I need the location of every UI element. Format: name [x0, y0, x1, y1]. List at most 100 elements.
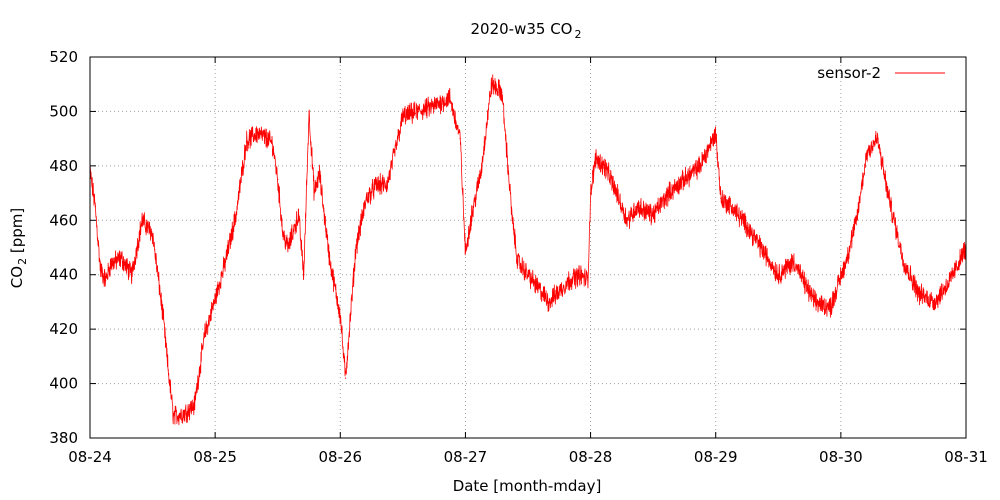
data-point	[277, 178, 279, 181]
data-point	[449, 97, 451, 99]
data-point	[876, 138, 878, 140]
data-point	[699, 165, 701, 167]
data-point	[511, 219, 513, 221]
data-point	[266, 138, 268, 140]
data-point	[303, 274, 305, 276]
data-point	[386, 184, 388, 186]
x-tick-label: 08-29	[694, 448, 738, 466]
data-point	[605, 167, 607, 170]
grid-lines	[90, 57, 966, 438]
y-axis-label: CO2 [ppm]	[8, 208, 29, 288]
data-point	[490, 83, 493, 85]
data-point	[141, 219, 143, 221]
data-point	[668, 192, 670, 194]
data-point	[720, 197, 722, 200]
x-tick-label: 08-28	[569, 448, 613, 466]
data-point	[120, 257, 122, 259]
series-layer	[89, 74, 967, 426]
data-point	[297, 214, 300, 216]
data-point	[527, 274, 529, 276]
data-point	[829, 306, 832, 308]
data-point	[339, 314, 341, 317]
data-point	[94, 206, 96, 208]
data-point	[548, 301, 550, 303]
data-point	[105, 279, 107, 281]
data-point	[887, 192, 889, 194]
data-point	[318, 173, 321, 175]
data-point	[501, 91, 503, 93]
data-point	[762, 249, 764, 251]
data-point	[516, 260, 519, 262]
y-axis-label-subscript: 2	[16, 258, 29, 265]
y-tick-label: 500	[49, 102, 78, 120]
data-point	[167, 369, 169, 371]
data-point	[313, 192, 315, 194]
data-point	[256, 132, 258, 134]
data-point	[803, 282, 805, 284]
data-point	[626, 219, 628, 221]
data-point	[355, 246, 357, 249]
data-point	[282, 233, 284, 235]
data-point	[918, 293, 920, 295]
data-point	[365, 197, 367, 200]
data-point	[715, 132, 717, 134]
data-point	[417, 110, 420, 113]
data-point	[777, 274, 779, 276]
y-tick-label: 460	[49, 211, 78, 229]
data-point	[589, 192, 592, 194]
data-point	[480, 170, 482, 172]
data-point	[235, 214, 237, 216]
x-tick-label: 08-31	[944, 448, 988, 466]
data-point	[271, 143, 274, 145]
data-point	[652, 214, 654, 216]
data-point	[308, 110, 310, 113]
data-point	[193, 404, 195, 406]
axis-ticks: 08-24 08-25 08-26 08-27 08-28 08-29 08-30 08-31…	[49, 48, 987, 466]
data-point	[329, 260, 331, 262]
data-point	[746, 225, 748, 227]
data-point	[587, 279, 589, 281]
data-point	[459, 138, 461, 140]
y-tick-label: 480	[49, 157, 78, 175]
data-point	[287, 246, 289, 249]
legend: sensor-2	[817, 64, 945, 82]
data-point	[162, 314, 164, 317]
y-tick-label: 400	[49, 375, 78, 393]
data-point	[214, 298, 216, 300]
data-point	[376, 184, 378, 186]
data-point	[616, 192, 618, 194]
data-point	[470, 219, 472, 221]
y-tick-label: 380	[49, 429, 78, 447]
legend-label-sensor-2: sensor-2	[817, 64, 881, 82]
data-point	[730, 206, 732, 208]
data-point	[855, 219, 858, 221]
data-point	[224, 260, 227, 262]
data-point	[902, 260, 905, 262]
series-line-sensor-2	[89, 74, 967, 426]
data-point	[636, 206, 639, 208]
data-point	[595, 157, 597, 159]
data-point	[934, 301, 936, 303]
data-point	[683, 178, 686, 181]
y-tick-label: 440	[49, 266, 78, 284]
data-point	[949, 279, 951, 281]
plot-frame	[89, 56, 967, 439]
x-tick-label: 08-27	[444, 448, 488, 466]
data-point	[245, 140, 248, 142]
data-point	[131, 274, 133, 276]
data-point	[110, 263, 112, 265]
chart-title: 2020-w35 CO 2	[471, 20, 582, 41]
y-axis-label-unit: [ppm]	[8, 208, 26, 258]
x-axis-label: Date [month-mday]	[453, 477, 602, 495]
x-tick-label: 08-30	[819, 448, 863, 466]
data-point	[151, 233, 154, 235]
y-tick-label: 420	[49, 320, 78, 338]
data-point	[558, 290, 560, 292]
data-point	[845, 260, 847, 262]
x-tick-label: 08-26	[318, 448, 362, 466]
data-point	[569, 279, 571, 281]
data-point	[433, 105, 435, 107]
data-point	[402, 116, 404, 118]
chart-title-subscript: 2	[575, 28, 582, 41]
